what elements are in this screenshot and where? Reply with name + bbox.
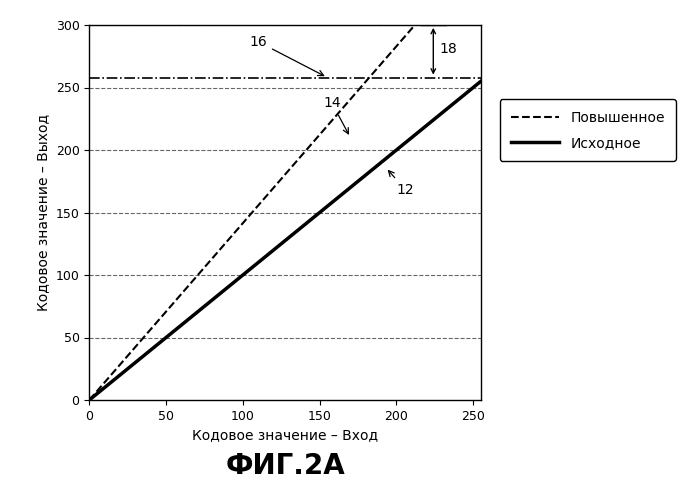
Y-axis label: Кодовое значение – Выход: Кодовое значение – Выход xyxy=(36,114,50,311)
Text: 18: 18 xyxy=(440,42,457,56)
Legend: Повышенное, Исходное: Повышенное, Исходное xyxy=(499,100,676,161)
Text: 14: 14 xyxy=(323,96,348,134)
Text: ФИГ.2А: ФИГ.2А xyxy=(225,452,345,480)
X-axis label: Кодовое значение – Вход: Кодовое значение – Вход xyxy=(192,428,378,442)
Text: 12: 12 xyxy=(388,170,414,196)
Text: 16: 16 xyxy=(249,35,324,76)
